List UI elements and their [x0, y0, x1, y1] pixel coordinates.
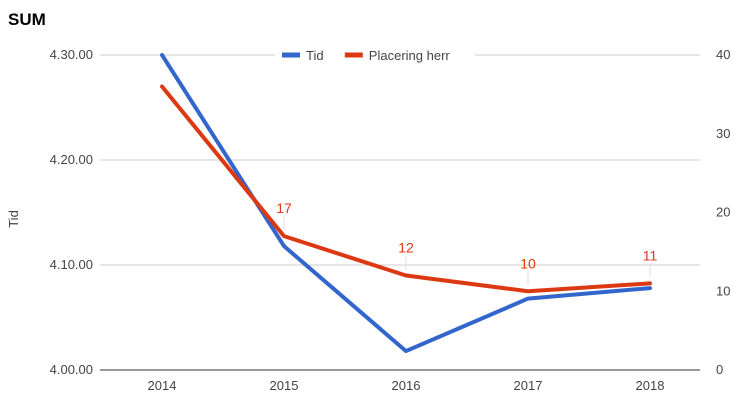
left-axis-title: Tid [6, 210, 21, 228]
left-axis-ticks: 4.00.00 4.10.00 4.20.00 4.30.00 [50, 47, 93, 377]
right-tick-label: 40 [716, 47, 730, 62]
left-tick-label: 4.20.00 [50, 152, 93, 167]
data-labels: 17 12 10 11 [276, 200, 658, 286]
series-lines [160, 53, 652, 354]
right-tick-label: 20 [716, 205, 730, 220]
legend[interactable]: Tid Placering herr [275, 45, 475, 65]
series-line-tid [160, 53, 652, 354]
legend-label[interactable]: Placering herr [369, 48, 451, 63]
series-line-placering-herr [160, 84, 652, 294]
right-tick-label: 0 [716, 362, 723, 377]
chart-title: SUM [8, 10, 46, 29]
x-tick-label: 2015 [270, 378, 299, 393]
data-label: 17 [276, 200, 292, 216]
left-tick-label: 4.10.00 [50, 257, 93, 272]
data-label: 10 [520, 255, 536, 271]
data-label: 11 [643, 247, 658, 263]
x-axis-ticks: 2014 2015 2016 2017 2018 [148, 378, 665, 393]
data-label: 12 [398, 240, 414, 256]
right-tick-label: 10 [716, 283, 730, 298]
x-tick-label: 2016 [392, 378, 421, 393]
x-tick-label: 2018 [636, 378, 665, 393]
legend-label[interactable]: Tid [306, 48, 324, 63]
left-tick-label: 4.00.00 [50, 362, 93, 377]
right-tick-label: 30 [716, 126, 730, 141]
legend-background [275, 45, 475, 65]
x-tick-label: 2017 [514, 378, 543, 393]
left-tick-label: 4.30.00 [50, 47, 93, 62]
right-axis-ticks: 0 10 20 30 40 [716, 47, 730, 377]
x-tick-label: 2014 [148, 378, 177, 393]
